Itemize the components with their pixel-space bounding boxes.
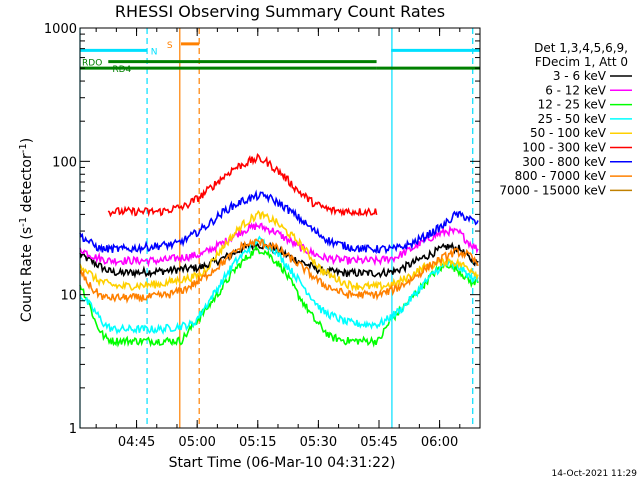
- legend-label-8: 7000 - 15000 keV: [499, 183, 606, 197]
- ylabel-part-main: Count Rate (s: [19, 227, 35, 322]
- legend-label-2: 12 - 25 keV: [538, 98, 607, 112]
- vertical-markers: [79, 28, 474, 428]
- y-tick-label-3: 1000: [44, 22, 77, 37]
- ylabel-sup-1: -1: [18, 217, 29, 227]
- state-label-rd4: RD4: [112, 65, 131, 75]
- series-group: [79, 153, 479, 348]
- svg-text:Count Rate (s-1 detector-1): Count Rate (s-1 detector-1): [18, 138, 35, 322]
- x-tick-label-5: 06:00: [421, 435, 458, 450]
- x-tick-label-3: 05:30: [300, 435, 337, 450]
- state-label-n: N: [151, 47, 158, 57]
- legend-header-2: FDecim 1, Att 0: [535, 55, 628, 69]
- y-tick-label-1: 10: [60, 289, 77, 304]
- series-line-3: [79, 235, 479, 335]
- y-axis-label: Count Rate (s-1 detector-1): [18, 138, 35, 322]
- legend-label-6: 300 - 800 keV: [522, 155, 606, 169]
- x-tick-label-0: 04:45: [118, 435, 155, 450]
- y-tick-label-2: 100: [52, 155, 77, 170]
- x-tick-label-2: 05:15: [239, 435, 276, 450]
- ylabel-sup-2: -1: [18, 143, 29, 153]
- state-label-s: S: [167, 41, 173, 51]
- y-tick-label-0: 1: [69, 422, 77, 437]
- ylabel-part-mid: detector: [19, 153, 35, 217]
- legend-header-1: Det 1,3,4,5,6,9,: [534, 41, 628, 55]
- state-label-rdo: RDO: [82, 59, 102, 69]
- chart-title: RHESSI Observing Summary Count Rates: [115, 2, 445, 21]
- x-tick-label-4: 05:45: [360, 435, 397, 450]
- series-line-1: [79, 221, 479, 268]
- series-line-7: [79, 238, 479, 304]
- legend-label-7: 800 - 7000 keV: [515, 169, 607, 183]
- legend-label-0: 3 - 6 keV: [553, 69, 607, 83]
- axes: 04:45 05:00 05:15 05:30 05:45 06:00 1 10 100 1000: [44, 22, 481, 450]
- series-line-6: [79, 189, 479, 255]
- x-tick-label-1: 05:00: [178, 435, 215, 450]
- legend-label-3: 25 - 50 keV: [538, 112, 607, 126]
- x-axis-label: Start Time (06-Mar-10 04:31:22): [169, 455, 396, 471]
- legend-label-1: 6 - 12 keV: [545, 83, 607, 97]
- ylabel-part-end: ): [19, 138, 35, 143]
- footer-date: 14-Oct-2021 11:29: [552, 469, 638, 479]
- attenuator-bars: RDO RD4 NS: [80, 41, 480, 75]
- plot-frame: [79, 27, 481, 429]
- series-line-5: [107, 153, 378, 218]
- legend-label-5: 100 - 300 keV: [522, 141, 606, 155]
- legend-label-4: 50 - 100 keV: [530, 126, 607, 140]
